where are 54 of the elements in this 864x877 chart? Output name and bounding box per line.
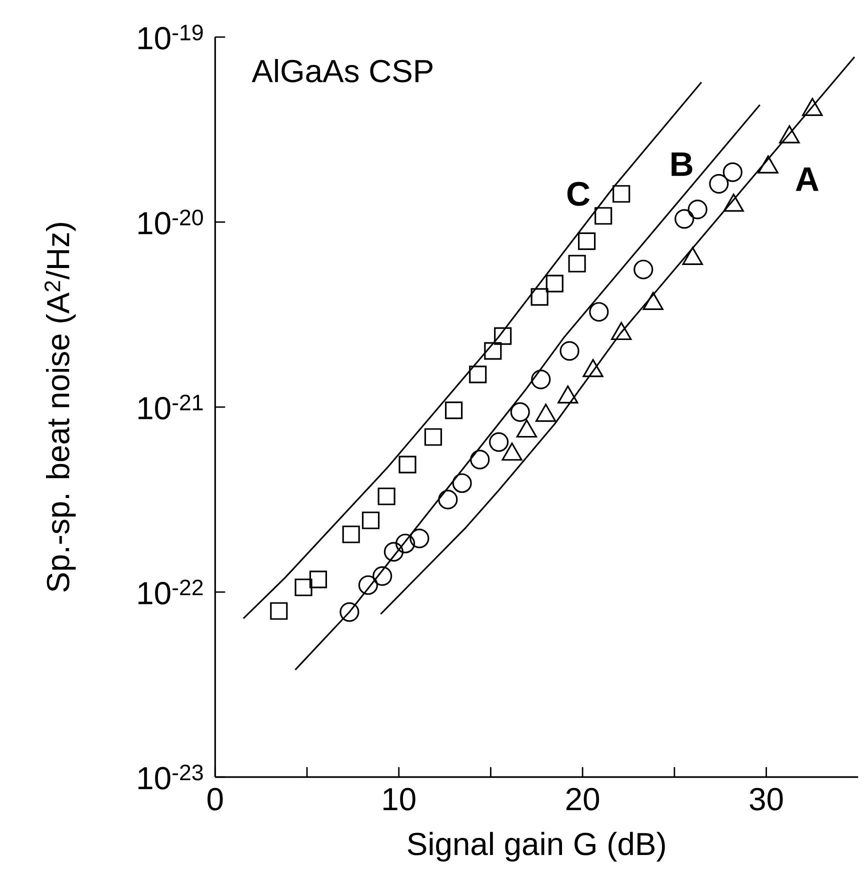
y-axis-title: Sp.-sp. beat noise (A$^{2}$/Hz) xyxy=(44,223,76,592)
point xyxy=(444,402,463,420)
point xyxy=(468,366,487,384)
point xyxy=(722,162,742,182)
x-tick-label: 0 xyxy=(207,788,223,810)
point xyxy=(484,342,502,360)
point xyxy=(531,370,551,390)
series-label: C xyxy=(567,182,590,206)
point xyxy=(494,327,512,345)
line-series xyxy=(294,104,761,671)
point xyxy=(594,207,612,225)
y-tick-label: 10$^{-21}$ xyxy=(138,394,203,420)
point xyxy=(470,450,490,470)
point xyxy=(589,302,609,322)
series-label: A xyxy=(796,168,818,191)
point xyxy=(342,526,360,544)
point xyxy=(395,534,416,554)
point xyxy=(410,528,430,548)
point xyxy=(612,185,630,203)
point xyxy=(398,456,416,474)
point xyxy=(488,432,509,452)
point xyxy=(378,488,396,506)
point xyxy=(294,578,312,596)
point xyxy=(270,602,288,620)
x-tick-label: 20 xyxy=(566,788,599,810)
y-tick-label: 10$^{-20}$ xyxy=(138,210,203,234)
text: AlGaAs CSP xyxy=(252,58,432,82)
point xyxy=(309,570,327,588)
point xyxy=(560,341,580,361)
point xyxy=(688,200,708,220)
series-label: B xyxy=(672,152,692,176)
y-tick-label: 10$^{-22}$ xyxy=(138,580,203,604)
point xyxy=(340,602,360,622)
y-tick-label: 10$^{-23}$ xyxy=(138,764,203,790)
point xyxy=(510,402,530,422)
point xyxy=(709,174,729,194)
x-tick-label: 10 xyxy=(383,788,416,810)
point xyxy=(362,512,380,530)
point xyxy=(530,288,548,306)
point xyxy=(372,566,392,586)
point xyxy=(634,260,654,280)
point xyxy=(546,274,564,292)
point xyxy=(452,473,472,493)
line-series xyxy=(242,81,702,620)
point xyxy=(578,232,596,250)
x-tick-label: 30 xyxy=(750,788,783,810)
point xyxy=(358,575,378,595)
point xyxy=(674,209,694,229)
point xyxy=(384,542,404,562)
y-tick-label: 10$^{-19}$ xyxy=(138,24,203,50)
point xyxy=(424,428,442,446)
x-axis-title: Signal gain G (dB) xyxy=(408,832,665,862)
point xyxy=(568,254,586,272)
point xyxy=(438,490,458,510)
